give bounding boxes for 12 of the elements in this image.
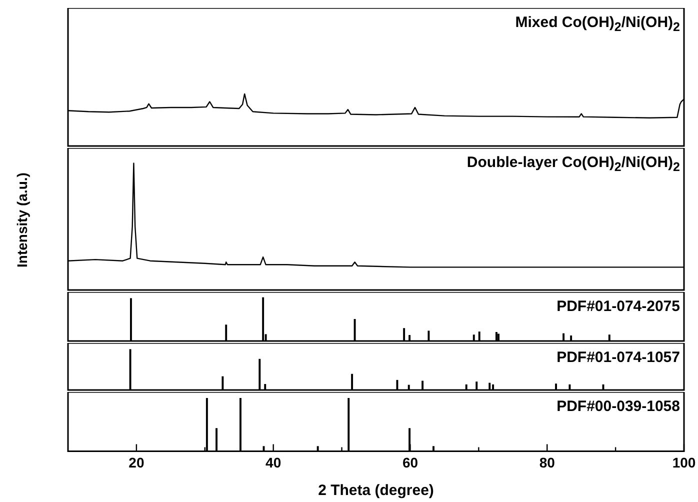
x-tick-label: 80: [539, 454, 556, 470]
x-tick-label: 100: [672, 454, 696, 470]
annotation: PDF#01-074-2075: [556, 298, 680, 315]
x-tick-label: 20: [128, 454, 144, 470]
x-tick-label: 60: [402, 454, 418, 470]
annotation: Double-layer Co(OH)$_{2}$/Ni(OH)$_{2}$: [466, 154, 680, 174]
annotation: PDF#00-039-1058: [556, 398, 680, 415]
x-tick-label: 40: [266, 454, 282, 470]
x-axis-title: 2 Theta (degree): [318, 482, 434, 500]
y-axis-title: Intensity (a.u.): [14, 172, 30, 268]
annotation: PDF#01-074-1057: [556, 349, 680, 366]
text: Mixed Co(OH)$_{2}$/Ni(OH)$_{2}$: [515, 14, 680, 34]
